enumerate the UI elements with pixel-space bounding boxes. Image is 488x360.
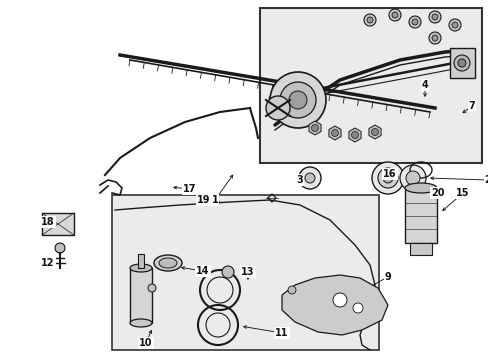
Circle shape [371,162,403,194]
Bar [260,8,481,163]
Circle shape [363,14,375,26]
Circle shape [377,168,397,188]
Ellipse shape [159,258,177,268]
Text: 10: 10 [139,338,152,348]
Circle shape [371,129,378,135]
Circle shape [453,55,469,71]
Circle shape [431,14,437,20]
Bar [130,268,152,323]
Circle shape [331,130,338,136]
Ellipse shape [130,319,152,327]
Text: 13: 13 [241,267,254,277]
Bar [138,254,143,268]
Circle shape [411,19,417,25]
Circle shape [352,303,362,313]
Ellipse shape [154,255,182,271]
Circle shape [405,171,419,185]
Text: 20: 20 [430,188,444,198]
Text: 1: 1 [211,195,218,205]
Circle shape [428,32,440,44]
Text: 11: 11 [275,328,288,338]
Circle shape [280,82,315,118]
Circle shape [305,173,314,183]
Circle shape [366,17,372,23]
Circle shape [332,293,346,307]
Text: 7: 7 [468,101,474,111]
Ellipse shape [130,264,152,272]
Bar [42,213,74,235]
Circle shape [408,16,420,28]
Bar [409,243,431,255]
Text: 17: 17 [183,184,196,194]
Bar [112,195,378,350]
Circle shape [428,11,440,23]
Bar [404,188,436,243]
Circle shape [457,59,465,67]
Text: 9: 9 [384,272,390,282]
Polygon shape [282,275,387,335]
Text: 15: 15 [455,188,469,198]
Text: 2: 2 [484,175,488,185]
Circle shape [288,91,306,109]
Circle shape [382,173,392,183]
Circle shape [451,22,457,28]
Circle shape [351,131,358,139]
Bar [449,48,474,78]
Circle shape [265,96,289,120]
Circle shape [391,12,397,18]
Circle shape [222,266,234,278]
Text: 19: 19 [197,195,210,205]
Text: 16: 16 [383,169,396,179]
Circle shape [399,165,425,191]
Circle shape [431,35,437,41]
Circle shape [269,72,325,128]
Text: 3: 3 [296,175,303,185]
Circle shape [311,125,318,131]
Circle shape [55,243,65,253]
Circle shape [287,286,295,294]
Circle shape [388,9,400,21]
Text: 12: 12 [41,258,55,268]
Circle shape [298,167,320,189]
Text: 18: 18 [41,217,55,227]
Circle shape [148,284,156,292]
Text: 14: 14 [196,266,209,276]
Text: 4: 4 [421,80,427,90]
Ellipse shape [404,183,436,193]
Circle shape [448,19,460,31]
